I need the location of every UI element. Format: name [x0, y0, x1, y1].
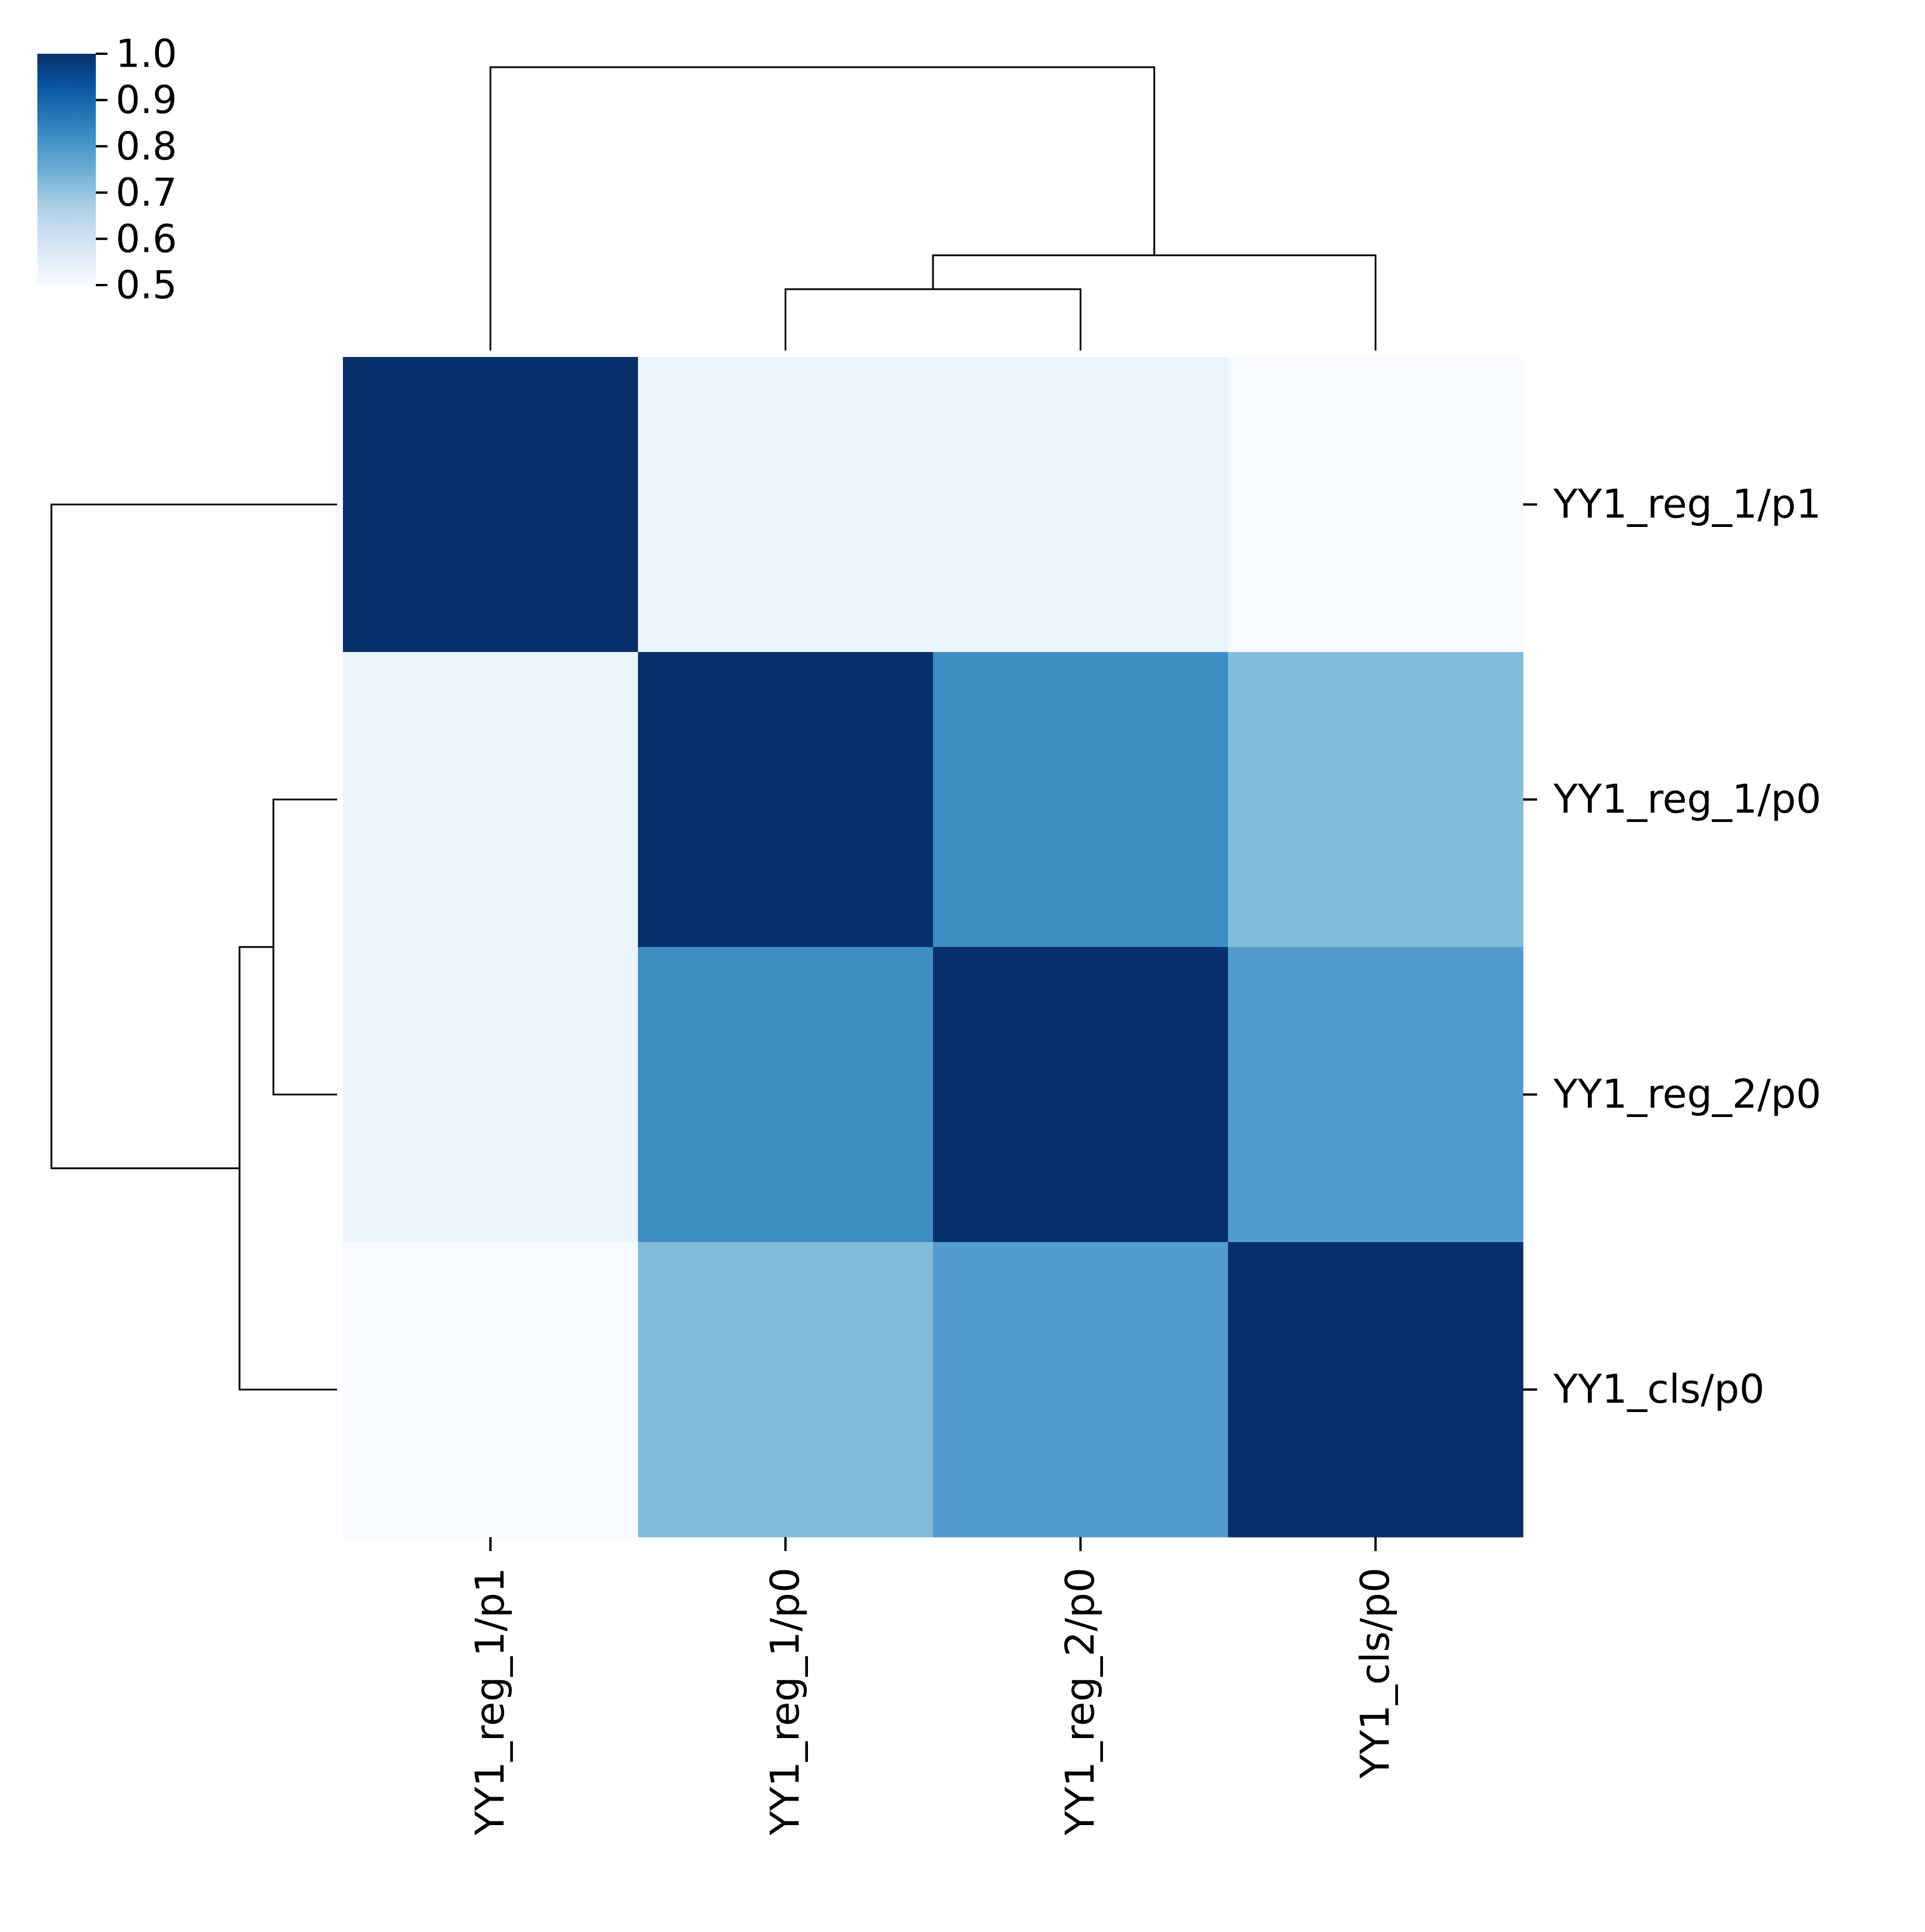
row-dendrogram-link — [238, 946, 337, 1390]
colorbar-gradient — [37, 54, 96, 285]
column-label: YY1_reg_2/p0 — [1057, 1567, 1104, 1836]
colorbar-tick-label: 0.6 — [116, 216, 177, 261]
colorbar-tick-label: 0.8 — [116, 124, 177, 169]
colorbar-tick-label: 1.0 — [116, 32, 177, 77]
row-label: YY1_reg_1/p0 — [1553, 776, 1821, 823]
heatmap-cell — [933, 652, 1229, 948]
column-dendrogram-link — [490, 66, 1156, 351]
row-labels: YY1_reg_1/p1 YY1_reg_1/p0 YY1_reg_2/p0 YY1_… — [1523, 481, 1821, 1413]
column-dendrogram-link — [932, 254, 1376, 351]
heatmap-cell — [343, 652, 639, 948]
heatmap-cell — [638, 357, 934, 653]
heatmap-cell — [933, 1242, 1229, 1538]
heatmap-cell — [1228, 1242, 1524, 1538]
heatmap-cell — [343, 1242, 639, 1538]
row-label: YY1_cls/p0 — [1553, 1366, 1764, 1413]
heatmap-cell — [1228, 357, 1524, 653]
row-label: YY1_reg_2/p0 — [1553, 1071, 1821, 1118]
column-label: YY1_reg_1/p1 — [467, 1567, 514, 1836]
heatmap-grid — [343, 357, 1524, 1538]
heatmap-cell — [1228, 652, 1524, 948]
column-labels: YY1_reg_1/p1 YY1_reg_1/p0 YY1_reg_2/p0 YY1_… — [467, 1537, 1399, 1836]
row-dendrogram-link — [50, 504, 337, 1170]
heatmap-cell — [638, 947, 934, 1243]
colorbar-tick-label: 0.5 — [116, 263, 177, 308]
heatmap-cell — [638, 652, 934, 948]
colorbar: 0.50.60.70.80.91.0 — [37, 32, 177, 308]
column-label: YY1_reg_1/p0 — [762, 1567, 809, 1836]
column-dendrogram-link — [785, 288, 1081, 351]
row-label: YY1_reg_1/p1 — [1553, 481, 1821, 528]
heatmap-cell — [638, 1242, 934, 1538]
column-label: YY1_cls/p0 — [1352, 1567, 1399, 1779]
dendrograms — [50, 66, 1376, 1390]
colorbar-tick-label: 0.7 — [116, 170, 177, 215]
heatmap-cell — [343, 947, 639, 1243]
heatmap-cell — [933, 357, 1229, 653]
row-dendrogram-link — [272, 799, 337, 1095]
heatmap-cell — [343, 357, 639, 653]
heatmap-cell — [933, 947, 1229, 1243]
colorbar-tick-label: 0.9 — [116, 78, 177, 123]
heatmap-cell — [1228, 947, 1524, 1243]
